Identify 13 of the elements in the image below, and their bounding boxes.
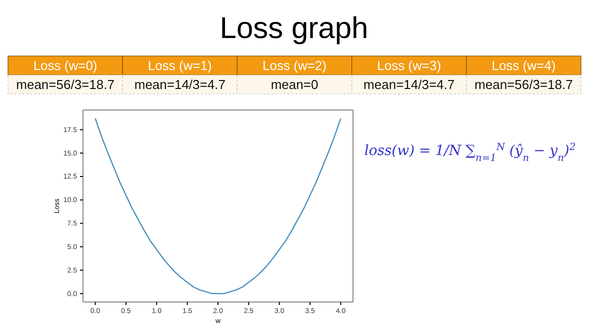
text: Loss (w=1) [148, 58, 212, 73]
line-series [94, 118, 342, 294]
text: Loss (w=3) [377, 58, 442, 73]
text: mean=0 [270, 77, 318, 92]
text: Loss (w=2) [262, 58, 326, 73]
text: Loss (w=4) [492, 58, 556, 73]
text: mean=14/3=4.7 [364, 77, 455, 92]
text: mean=56/3=18.7 [474, 77, 573, 92]
text: mean=14/3=4.7 [134, 77, 226, 92]
text: loss(w) = 1/N ∑$_{n=1}$$^{N}$ (ŷ$_{n}$ − y$_{n}$)$^{2}$ [364, 142, 576, 164]
text: Loss (w=0) [33, 58, 98, 73]
chart-title: Loss graph [220, 12, 368, 45]
text: mean=56/3=18.7 [16, 77, 114, 92]
